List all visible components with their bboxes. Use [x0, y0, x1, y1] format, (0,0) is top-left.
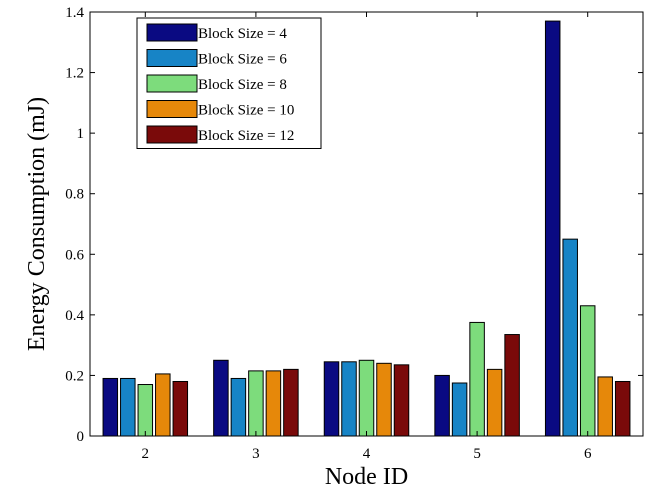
bar-block-size-8-node-6	[579, 305, 596, 437]
bar-block-size-4-node-6	[544, 20, 561, 437]
y-tick-label: 1.2	[65, 66, 84, 82]
legend-label: Block Size = 6	[198, 52, 287, 68]
bar-block-size-4-node-4	[323, 361, 340, 437]
bar-block-size-8-node-3	[248, 370, 264, 437]
bar-block-size-12-node-3	[283, 368, 299, 437]
legend-swatch	[146, 100, 198, 118]
bar-block-size-4-node-3	[213, 359, 229, 437]
bar-block-size-12-node-4	[393, 364, 410, 437]
legend-swatch	[146, 49, 198, 67]
y-tick-label: 0.6	[65, 247, 84, 263]
bar-block-size-6-node-6	[562, 238, 578, 437]
x-tick-label: 5	[473, 446, 481, 462]
bar-block-size-10-node-6	[597, 376, 613, 437]
y-tick-label: 0.4	[65, 308, 84, 324]
y-tick-label: 1.4	[65, 5, 84, 21]
legend-label: Block Size = 8	[198, 77, 287, 93]
bar-block-size-10-node-3	[265, 370, 282, 437]
bar-block-size-8-node-2	[137, 384, 154, 437]
bar-block-size-4-node-5	[434, 374, 450, 437]
y-tick-label: 0.2	[65, 368, 84, 384]
y-tick-label: 0.8	[65, 187, 84, 203]
legend-label: Block Size = 4	[198, 26, 287, 42]
bar-block-size-12-node-6	[614, 380, 631, 437]
legend-label: Block Size = 10	[198, 103, 294, 119]
x-tick-label: 2	[142, 446, 150, 462]
bar-block-size-4-node-2	[102, 377, 119, 437]
y-tick-label: 1	[77, 126, 85, 142]
bar-block-size-6-node-2	[120, 377, 136, 437]
bar-block-size-6-node-3	[230, 377, 247, 437]
x-tick-label: 6	[584, 446, 592, 462]
legend-swatch	[146, 23, 198, 42]
x-tick-label: 4	[363, 446, 371, 462]
y-axis-title: Energy Consumption (mJ)	[24, 97, 50, 351]
bar-block-size-8-node-4	[358, 359, 375, 437]
bar-block-size-10-node-2	[155, 373, 171, 437]
x-axis-title: Node ID	[325, 464, 408, 490]
x-tick-label: 3	[252, 446, 260, 462]
y-tick-label: 0	[77, 429, 85, 445]
bar-block-size-10-node-4	[376, 362, 392, 437]
legend-swatch	[146, 125, 198, 144]
bar-block-size-10-node-5	[486, 368, 503, 437]
bars-layer	[102, 20, 631, 437]
bar-block-size-6-node-4	[341, 361, 357, 437]
bar-block-size-12-node-5	[504, 334, 520, 437]
bar-block-size-6-node-5	[451, 382, 468, 437]
axes-layer: 0 0.2 0.4 0.6 0.8 1 1.2 1.4 2 3 4 5 6	[65, 5, 644, 462]
legend: Block Size = 4 Block Size = 6 Block Size =…	[136, 17, 322, 149]
bar-block-size-12-node-2	[172, 380, 189, 437]
legend-label: Block Size = 12	[198, 128, 294, 144]
legend-swatch	[146, 74, 198, 93]
bar-block-size-8-node-5	[469, 321, 485, 437]
